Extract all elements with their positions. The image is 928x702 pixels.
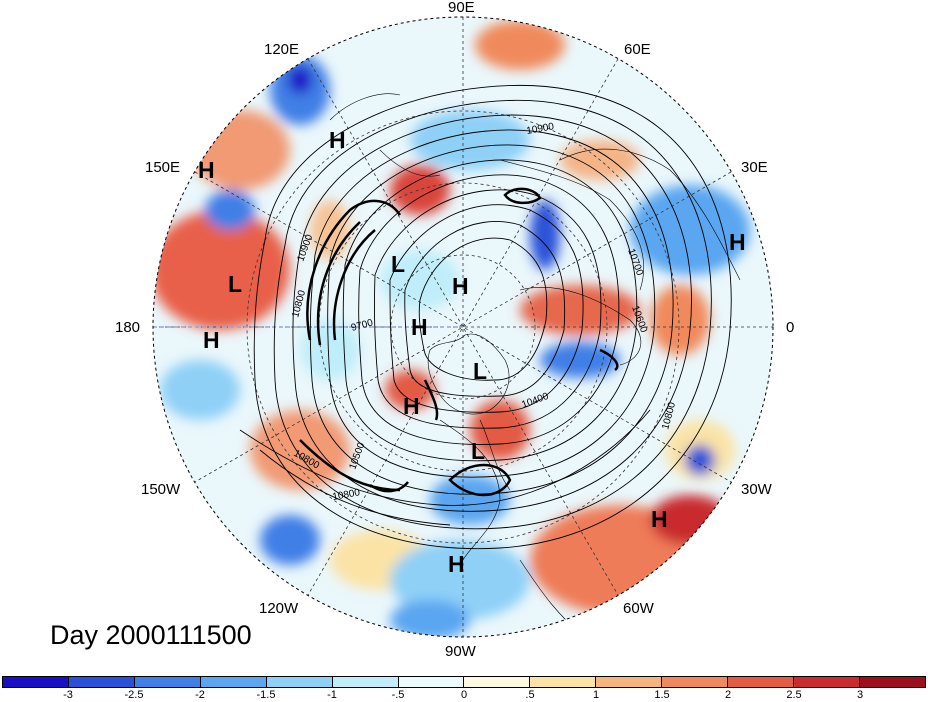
map-boundary — [152, 16, 774, 638]
colorbar-segment — [530, 677, 597, 687]
lon-label-150w: 150W — [141, 481, 181, 498]
low-center: L — [228, 271, 242, 297]
high-center: H — [203, 327, 220, 353]
high-center: H — [198, 157, 215, 183]
contour-label: 10900 — [526, 121, 556, 137]
colorbar-tick-label: -3 — [63, 689, 73, 701]
colorbar-segment — [200, 677, 267, 687]
colorbar-segment — [859, 677, 925, 687]
colorbar-tick-label: .5 — [525, 689, 535, 701]
colorbar-tick-label: 1.5 — [654, 689, 670, 701]
colorbar-tick-label: -2.5 — [124, 689, 144, 701]
colorbar-segment — [398, 677, 465, 687]
height-contours — [239, 85, 732, 550]
colorbar-segment — [662, 677, 729, 687]
colorbar-segment — [794, 677, 860, 687]
lon-label-180: 180 — [115, 319, 141, 336]
colorbar-segment — [596, 677, 663, 687]
colorbar-segment — [266, 677, 333, 687]
pressure-centers: H H H H H H H H H L L L L — [198, 127, 746, 577]
lon-label-120w: 120W — [259, 600, 299, 617]
map-title: Day 2000111500 — [50, 620, 252, 650]
high-center: H — [651, 506, 668, 532]
colorbar-segment — [68, 677, 135, 687]
lon-label-60e: 60E — [624, 41, 651, 58]
colorbar-tick-label: 2.5 — [786, 689, 802, 701]
colorbar-tick-label: 2 — [724, 689, 732, 701]
colorbar-tick-label: 3 — [856, 689, 864, 701]
lon-label-60w: 60W — [623, 600, 654, 617]
high-center: H — [329, 127, 346, 153]
low-center: L — [473, 358, 487, 384]
lon-label-150e: 150E — [145, 159, 181, 176]
high-center: H — [448, 551, 465, 577]
anomaly-field — [153, 17, 773, 637]
colorbar-tick-label: 1 — [592, 689, 600, 701]
high-center: H — [403, 393, 420, 419]
lon-label-90e: 90E — [448, 0, 475, 16]
colorbar-tick-label: -1 — [327, 689, 337, 701]
high-center: H — [729, 229, 746, 255]
colorbar — [2, 676, 926, 688]
colorbar-segment — [3, 677, 69, 687]
contour-label: 10800 — [332, 487, 362, 503]
colorbar-tick-label: -.5 — [391, 689, 405, 701]
colorbar-tick-label: -2 — [195, 689, 205, 701]
colorbar-segment — [728, 677, 795, 687]
high-center: H — [452, 273, 469, 299]
colorbar-segment — [134, 677, 201, 687]
colorbar-tick-label: -1.5 — [256, 689, 276, 701]
high-center: H — [411, 314, 428, 340]
colorbar-segment — [464, 677, 531, 687]
low-center: L — [471, 438, 485, 464]
lon-label-30e: 30E — [741, 159, 768, 176]
lon-label-0: 0 — [786, 319, 795, 336]
low-center: L — [391, 251, 405, 277]
colorbar-tick-label: 0 — [460, 689, 468, 701]
coastlines — [329, 93, 741, 637]
jet-contours — [299, 187, 619, 497]
lon-label-30w: 30W — [741, 481, 772, 498]
lon-label-90w: 90W — [445, 643, 476, 660]
lon-label-120e: 120E — [264, 41, 300, 58]
colorbar-segment — [332, 677, 399, 687]
